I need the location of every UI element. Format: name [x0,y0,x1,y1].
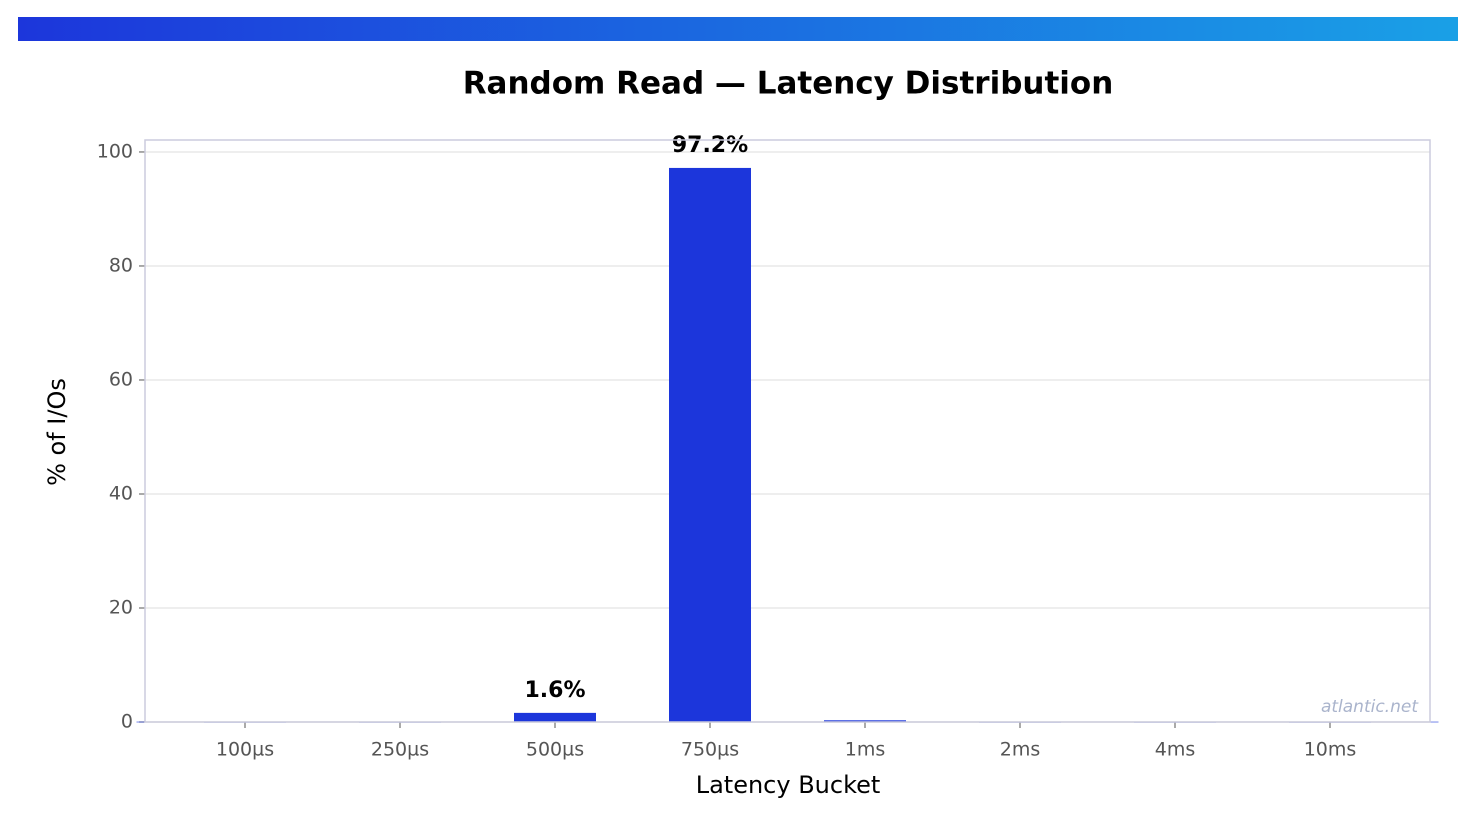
data-label: 1.6% [524,678,585,703]
plot-frame [144,139,1431,723]
x-tick-label: 250µs [371,739,429,761]
x-axis-label: Latency Bucket [696,771,881,799]
x-tick-label: 10ms [1304,739,1357,761]
bar [824,720,906,722]
bar [669,167,751,722]
x-tick-label: 500µs [526,739,584,761]
y-axis-label: % of I/Os [43,378,71,486]
x-tick-label: 750µs [681,739,739,761]
watermark: atlantic.net [1321,697,1419,717]
y-tick-label: 60 [109,368,133,390]
chart-title: Random Read — Latency Distribution [463,66,1114,102]
y-tick-label: 100 [97,140,133,162]
y-tick-label: 20 [109,596,133,618]
y-tick-label: 0 [121,711,133,733]
data-label: 97.2% [672,133,748,158]
x-tick-label: 4ms [1155,739,1196,761]
plot-area: 0 20 40 60 80 100 100µs 250µs 500µs 1.6% 750µs 97.2… [97,133,1439,761]
x-tick-label: 100µs [216,739,274,761]
x-tick-label: 1ms [845,739,886,761]
y-tick-label: 80 [109,254,133,276]
bar [514,712,596,722]
header-bar [18,17,1458,41]
x-tick-label: 2ms [1000,739,1041,761]
y-tick-label: 40 [109,482,133,504]
